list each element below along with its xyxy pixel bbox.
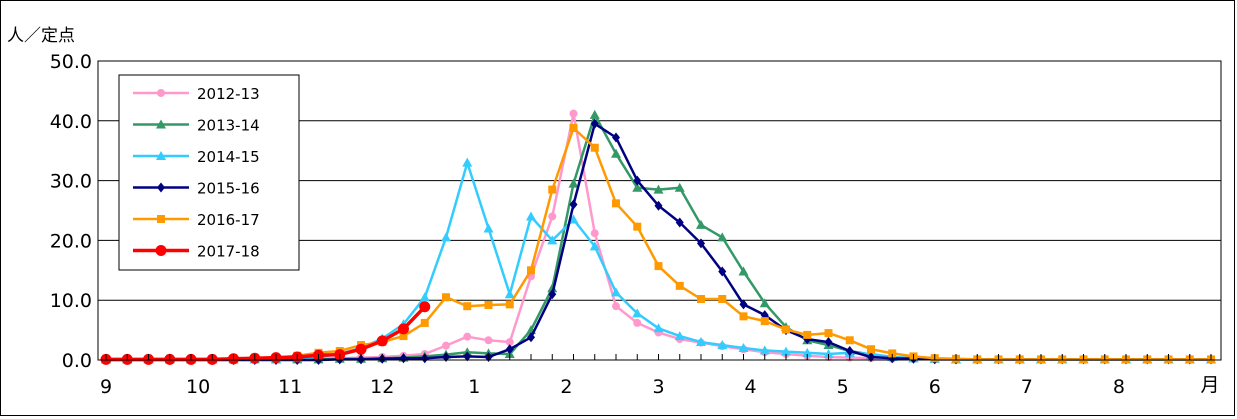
data-point	[548, 212, 556, 220]
legend: 2012-13 2013-14 2014-15 2015-16 2016-17 2017-…	[119, 75, 299, 270]
data-point	[419, 301, 430, 312]
data-point	[484, 223, 494, 232]
data-point	[633, 223, 641, 231]
data-point	[740, 312, 748, 320]
x-month-label: 6	[929, 376, 941, 398]
data-point	[717, 232, 727, 241]
legend-label: 2013-14	[197, 117, 260, 135]
y-tick-label: 30.0	[50, 171, 92, 193]
data-point	[591, 144, 599, 152]
data-point	[846, 336, 854, 344]
data-point	[867, 345, 875, 353]
x-month-label: 2	[560, 376, 572, 398]
data-point	[485, 301, 493, 309]
data-point	[441, 232, 451, 241]
data-point	[570, 110, 578, 118]
data-point	[356, 344, 367, 355]
x-month-label: 3	[652, 376, 664, 398]
data-point	[377, 335, 388, 346]
legend-marker	[156, 245, 167, 256]
data-point	[590, 110, 600, 119]
data-point	[421, 319, 429, 327]
x-month-label: 10	[186, 376, 210, 398]
data-point	[782, 326, 790, 334]
data-point	[803, 331, 811, 339]
legend-marker	[157, 89, 165, 97]
legend-label: 2015-16	[197, 180, 260, 198]
legend-label: 2016-17	[197, 211, 260, 229]
y-tick-label: 10.0	[50, 290, 92, 312]
data-point	[761, 317, 769, 325]
legend-label: 2014-15	[197, 148, 260, 166]
data-point	[463, 302, 471, 310]
data-point	[718, 295, 726, 303]
x-month-label: 11	[278, 376, 302, 398]
x-month-label: 12	[370, 376, 394, 398]
data-point	[611, 149, 621, 158]
data-point	[655, 262, 663, 270]
legend-label: 2017-18	[197, 243, 260, 261]
y-tick-label: 0.0	[62, 350, 92, 372]
x-month-label: 9	[100, 376, 112, 398]
data-point	[442, 293, 450, 301]
data-point	[506, 300, 514, 308]
data-point	[612, 302, 620, 310]
data-point	[569, 179, 579, 188]
data-point	[420, 292, 430, 301]
data-point	[633, 319, 641, 327]
data-point	[463, 333, 471, 341]
y-tick-label: 50.0	[50, 51, 92, 73]
data-point	[442, 342, 450, 350]
y-tick-label: 20.0	[50, 230, 92, 252]
data-point	[398, 323, 409, 334]
data-point	[548, 186, 556, 194]
series-line	[106, 307, 425, 360]
x-month-label: 8	[1113, 376, 1125, 398]
data-point	[526, 211, 536, 220]
legend-marker	[157, 215, 165, 223]
data-point	[462, 158, 472, 167]
data-point	[612, 199, 620, 207]
data-point	[485, 336, 493, 344]
y-tick-label: 40.0	[50, 111, 92, 133]
data-point	[676, 282, 684, 290]
x-axis-unit: 月	[1200, 374, 1219, 396]
data-point	[825, 329, 833, 337]
x-month-label: 1	[468, 376, 480, 398]
x-month-label: 7	[1021, 376, 1033, 398]
data-point	[697, 295, 705, 303]
y-axis-unit-label: 人／定点	[7, 26, 75, 46]
data-point	[570, 124, 578, 132]
data-point	[527, 266, 535, 274]
legend-label: 2012-13	[197, 85, 260, 103]
data-point	[591, 229, 599, 237]
x-month-label: 5	[837, 376, 849, 398]
x-month-label: 4	[745, 376, 757, 398]
legend-box	[119, 75, 299, 270]
